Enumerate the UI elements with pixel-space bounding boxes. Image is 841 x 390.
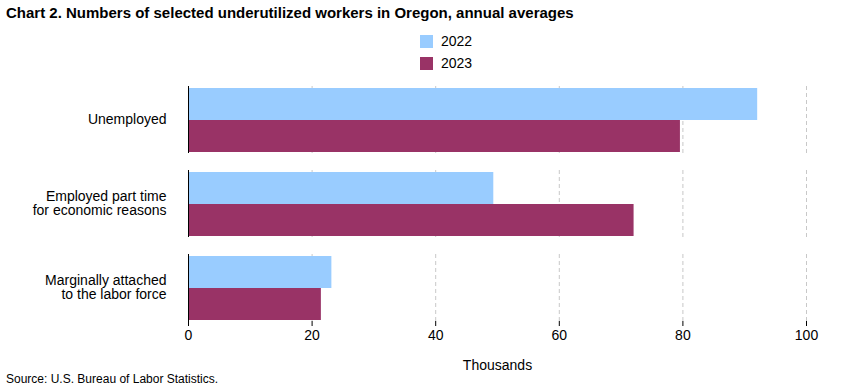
svg-text:20: 20 [304,327,320,343]
html-text:Chart 2. Numbers of selected u: Chart 2. Numbers of selected underutiliz… [6,4,574,21]
html-text:Source: U.S. Bureau of Labor S: Source: U.S. Bureau of Labor Statistics. [6,372,219,386]
svg-text:0: 0 [185,327,193,343]
svg-text:60: 60 [552,327,568,343]
svg-text:Employed part timefor economic: Employed part timefor economic reasons [33,188,167,218]
svg-text:Unemployed: Unemployed [88,111,167,127]
svg-text:40: 40 [428,327,444,343]
svg-text:100: 100 [795,327,819,343]
svg-text:Marginally attachedto the labo: Marginally attachedto the labor force [45,272,167,302]
svg-text:Thousands: Thousands [463,357,532,373]
html-text:2023: 2023 [441,55,473,71]
html-text:2022: 2022 [441,33,473,49]
svg-text:80: 80 [675,327,691,343]
